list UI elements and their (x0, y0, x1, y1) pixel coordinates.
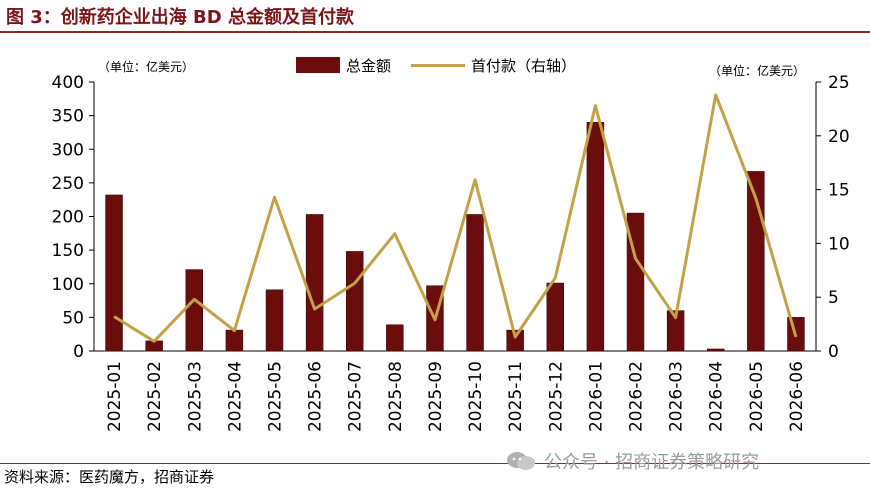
left-tick-label: 0 (73, 342, 84, 362)
wechat-icon (507, 452, 535, 470)
right-tick-label: 0 (828, 342, 839, 362)
watermark: 公众号 · 招商证券策略研究 (506, 448, 759, 474)
bar-2025-03 (185, 269, 204, 352)
x-tick-label: 2025-08 (386, 361, 406, 432)
left-tick-label: 400 (52, 73, 84, 93)
right-tick-label: 15 (828, 181, 850, 201)
x-tick-label: 2025-12 (546, 361, 566, 432)
right-axis-unit: （单位：亿美元） (709, 64, 806, 78)
left-tick-label: 50 (62, 308, 84, 328)
legend-bar-label: 总金额 (346, 56, 392, 75)
x-tick-label: 2026-04 (707, 361, 727, 432)
right-tick-label: 5 (828, 288, 839, 308)
line-series-upfront (113, 93, 798, 343)
bar-2025-07 (345, 251, 364, 352)
bar-2025-11 (506, 329, 524, 352)
x-tick-label: 2026-03 (667, 361, 687, 432)
x-tick-label: 2025-10 (466, 361, 486, 432)
left-tick-label: 200 (52, 208, 84, 228)
x-tick-label: 2026-01 (586, 361, 606, 432)
left-tick-label: 150 (52, 241, 84, 261)
x-tick-label: 2025-09 (426, 361, 446, 432)
bar-2025-06 (305, 214, 324, 352)
bar-2026-01 (586, 122, 605, 352)
x-tick-label: 2026-05 (747, 361, 767, 432)
bar-2025-12 (546, 282, 565, 352)
left-tick-label: 300 (52, 140, 84, 160)
x-tick-label: 2025-07 (346, 361, 366, 432)
bar-2025-04 (225, 329, 244, 352)
x-tick-label: 2026-06 (787, 361, 807, 432)
bar-2025-01 (105, 194, 123, 352)
footer-divider (0, 463, 870, 464)
bar-2025-05 (265, 289, 284, 352)
left-axis-unit: （单位：亿美元） (98, 60, 195, 74)
right-tick-label: 25 (828, 73, 850, 93)
watermark-text: 公众号 · 招商证券策略研究 (544, 452, 760, 473)
bar-2026-04 (706, 348, 725, 352)
legend-line-swatch (411, 63, 466, 67)
title-divider (0, 31, 870, 33)
x-tick-label: 2025-04 (225, 361, 245, 432)
x-tick-label: 2025-06 (306, 361, 326, 432)
x-tick-label: 2025-02 (145, 361, 165, 432)
left-tick-label: 350 (52, 107, 84, 127)
right-tick-label: 10 (828, 234, 850, 254)
chart-title: 图 3：创新药企业出海 BD 总金额及首付款 (6, 7, 354, 28)
x-tick-label: 2026-02 (627, 361, 647, 432)
x-tick-label: 2025-01 (105, 361, 125, 432)
right-tick-label: 20 (828, 127, 850, 147)
source-note: 资料来源：医药魔方，招商证券 (4, 468, 215, 486)
legend-line-label: 首付款（右轴） (471, 56, 577, 75)
bar-2025-08 (386, 324, 404, 352)
bar-2025-10 (466, 214, 484, 352)
left-tick-label: 250 (52, 174, 84, 194)
x-tick-label: 2025-05 (266, 361, 286, 432)
x-tick-label: 2025-11 (506, 361, 526, 432)
x-tick-label: 2025-03 (185, 361, 205, 432)
legend: 总金额 首付款（右轴） (296, 54, 576, 76)
left-tick-label: 100 (52, 275, 84, 295)
legend-bar-swatch (296, 57, 340, 73)
